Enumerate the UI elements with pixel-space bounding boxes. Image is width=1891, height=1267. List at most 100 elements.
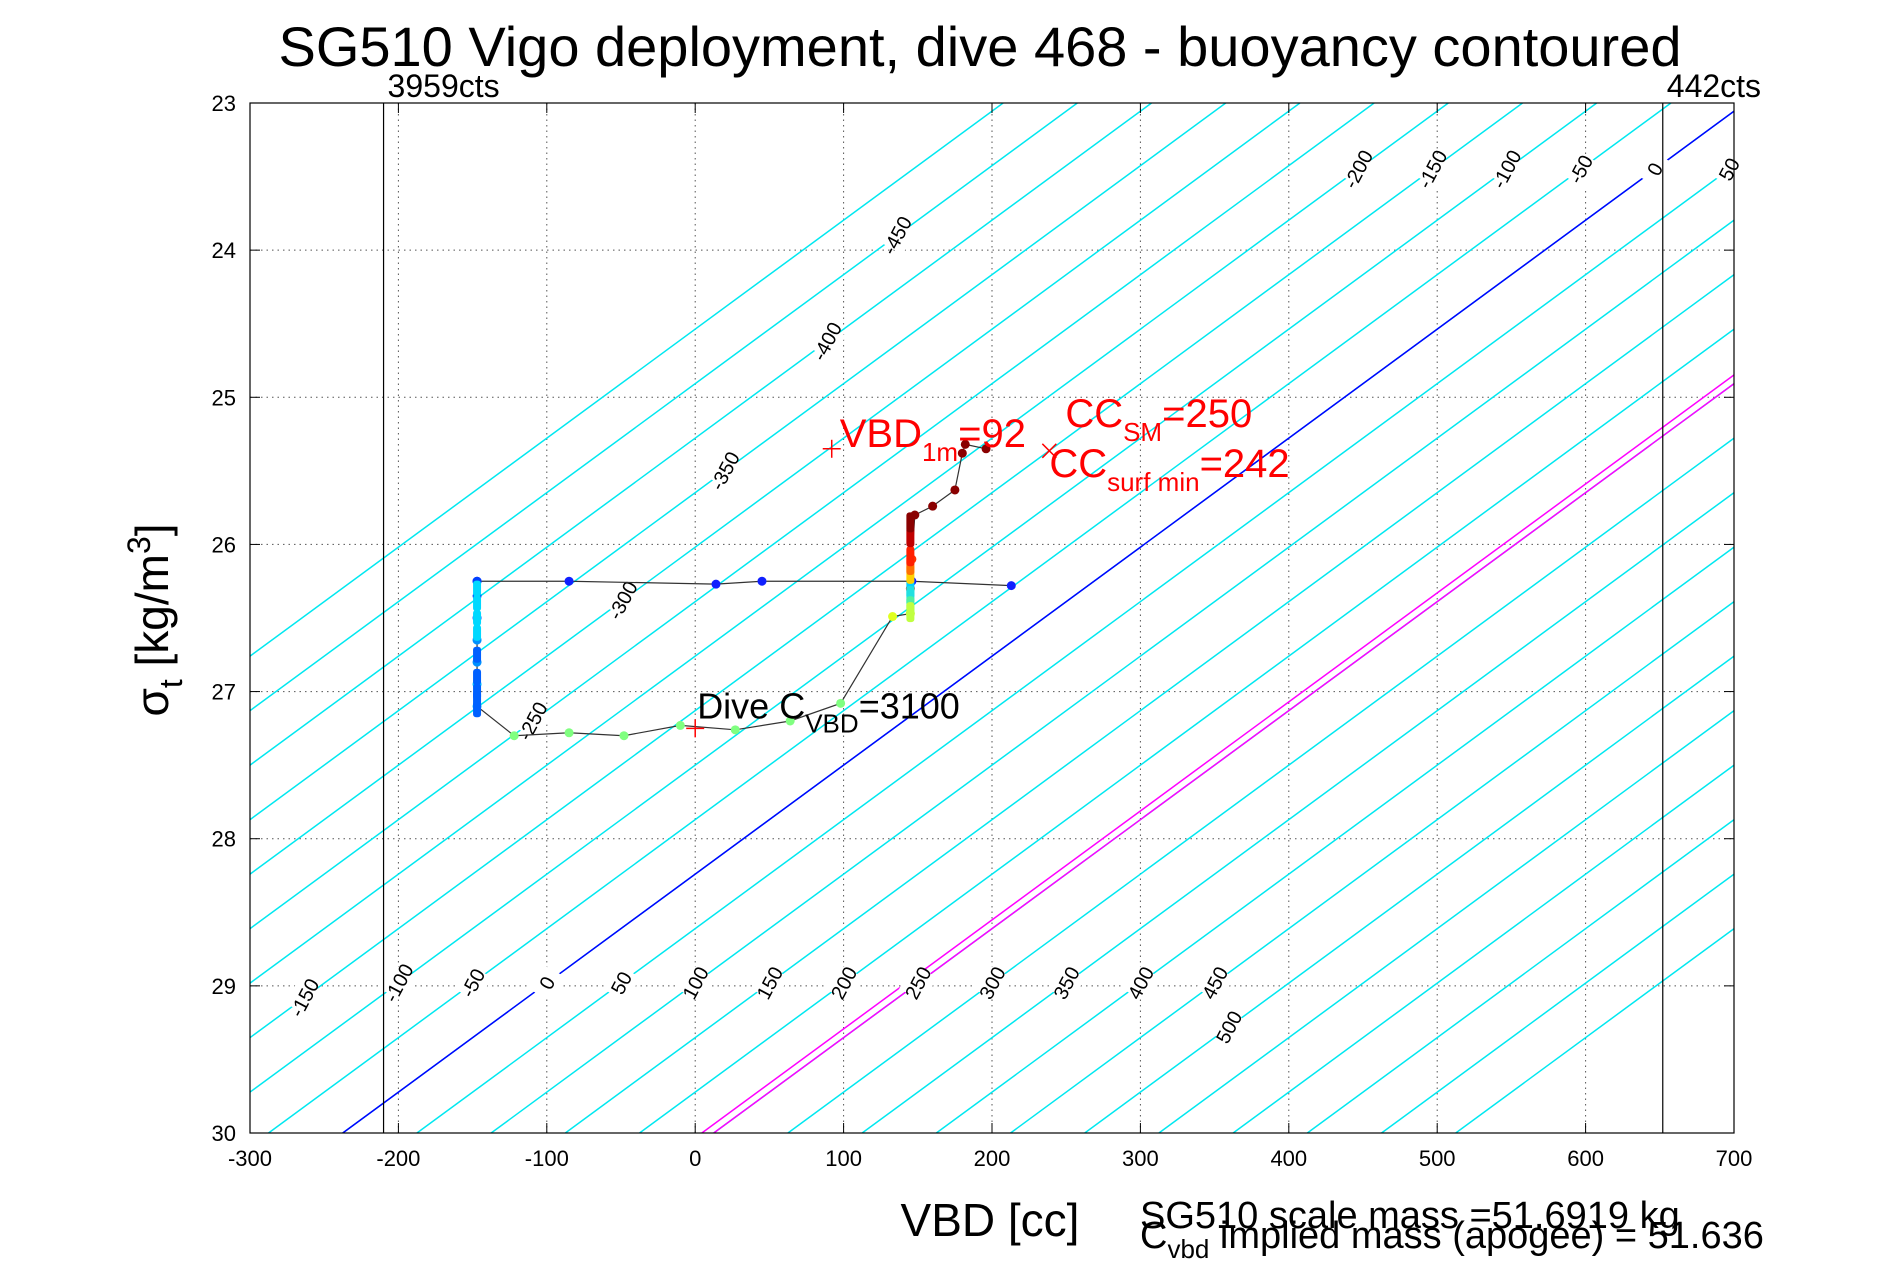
dive-c-vbd-label: Dive CVBD=3100 <box>697 685 960 738</box>
contour-line <box>1232 764 1734 1133</box>
contour-line <box>861 491 1734 1133</box>
dive-track-segment <box>906 512 915 533</box>
contour-label-bg <box>602 963 641 1002</box>
highlight-contour <box>713 382 1734 1133</box>
dive-track-point <box>836 698 846 708</box>
dive-track-segment <box>473 624 482 641</box>
contour-label-bg <box>1339 150 1378 189</box>
y-tick-label: 29 <box>212 974 236 999</box>
cvbd-implied-mass-note: Cvbd implied mass (apogee) = 51.636 <box>1140 1215 1764 1262</box>
dive-track-point <box>757 576 767 586</box>
contour-line <box>787 437 1734 1133</box>
contour-line <box>1306 818 1734 1133</box>
y-tick-label: 25 <box>212 385 236 410</box>
dive-track-segment <box>473 646 482 663</box>
dive-track-segment <box>473 668 482 685</box>
contour-label: 150 <box>753 963 788 1003</box>
contour-label-bg <box>705 451 744 490</box>
dive-track-segment <box>906 602 915 623</box>
contour-label: 500 <box>1212 1008 1247 1048</box>
dive-track-segment <box>473 580 482 597</box>
contour-label-bg <box>750 963 789 1002</box>
vbd-limit-label: 3959cts <box>388 68 500 104</box>
dive-track-point <box>960 439 970 449</box>
dive-track-point <box>711 579 721 589</box>
dive-track-segment <box>473 701 482 718</box>
dive-track-point <box>1006 581 1016 591</box>
dive-track-segment <box>473 595 482 612</box>
x-tick-label: 200 <box>974 1146 1011 1171</box>
y-tick-label: 24 <box>212 238 236 263</box>
x-tick-label: 700 <box>1716 1146 1753 1171</box>
contour-line <box>1158 709 1734 1133</box>
dive-track <box>472 439 1016 741</box>
contour-line <box>416 164 1734 1133</box>
contour-label-bg <box>379 963 418 1002</box>
contour-label-bg <box>1561 150 1600 189</box>
contour-label: 200 <box>827 963 862 1003</box>
contour-label-bg <box>1710 150 1749 189</box>
contour-label: -50 <box>1565 152 1598 188</box>
contour-line <box>250 103 1449 985</box>
contour-label: 250 <box>901 963 936 1003</box>
dive-track-segment <box>473 610 482 626</box>
y-tick-label: 27 <box>212 680 236 705</box>
x-tick-label: 0 <box>689 1146 701 1171</box>
y-tick-label: 30 <box>212 1121 236 1146</box>
contour-label: 450 <box>1198 963 1233 1003</box>
contour-label: 350 <box>1050 963 1085 1003</box>
y-tick-label: 23 <box>212 91 236 116</box>
contour-line <box>935 546 1734 1133</box>
contour-line <box>250 103 1152 767</box>
contour-label: -50 <box>457 965 490 1001</box>
dive-track-segment <box>906 546 915 567</box>
contour-line <box>639 328 1734 1133</box>
contour-label-bg <box>1210 1008 1248 1046</box>
dive-track-point <box>950 485 960 495</box>
contour-line <box>1010 600 1734 1133</box>
contour-line <box>1455 927 1734 1133</box>
axes: -300 -200 -100 0 100 200 300 400 500 600 700 23 24 25… <box>121 91 1752 1171</box>
contour-label-bg <box>824 963 863 1002</box>
x-tick-label: 500 <box>1419 1146 1456 1171</box>
contour-label: 300 <box>976 963 1011 1003</box>
contour-label: 400 <box>1124 963 1159 1003</box>
contour-line <box>250 103 1078 712</box>
contour-lines <box>250 103 1734 1133</box>
dive-track-point <box>730 725 740 735</box>
x-tick-label: -200 <box>376 1146 420 1171</box>
contour-label-bg <box>1413 150 1452 189</box>
contour-label-bg <box>285 978 324 1017</box>
dive-track-point <box>785 716 795 726</box>
cc-surf-min-label: CCsurf min=242 <box>1049 442 1289 497</box>
dive-track-point <box>564 728 574 738</box>
dive-track-point <box>564 576 574 586</box>
contour-label-bg <box>973 963 1012 1002</box>
chart-title: SG510 Vigo deployment, dive 468 - buoyan… <box>278 15 1681 78</box>
contour-label-bg <box>603 581 642 620</box>
contour-label-bg <box>808 322 846 361</box>
contour-label-bg <box>1636 150 1674 189</box>
contour-label-bg <box>899 963 938 1002</box>
x-tick-label: 300 <box>1122 1146 1159 1171</box>
contour-label-bg <box>1195 963 1234 1002</box>
dive-track-point <box>509 731 519 741</box>
dive-track-point <box>981 444 991 454</box>
dive-track-point <box>888 612 898 622</box>
contour-line <box>250 103 1301 876</box>
dive-track-point <box>619 731 629 741</box>
highlight-contour <box>701 374 1734 1133</box>
dive-track-point <box>675 720 685 730</box>
contour-line <box>268 103 1672 1133</box>
zero-buoyancy-contour <box>342 110 1734 1133</box>
cc-sm-label: CCSM=250 <box>1065 392 1252 447</box>
cc-sm-marker <box>1041 443 1057 459</box>
vbd-limit-lines: 3959cts 442cts <box>382 68 1761 1133</box>
contour-line <box>250 103 1375 930</box>
contour-line <box>1381 873 1734 1133</box>
x-tick-label: 100 <box>825 1146 862 1171</box>
contour-label-bg <box>1047 963 1086 1002</box>
contour-line <box>250 103 1227 821</box>
